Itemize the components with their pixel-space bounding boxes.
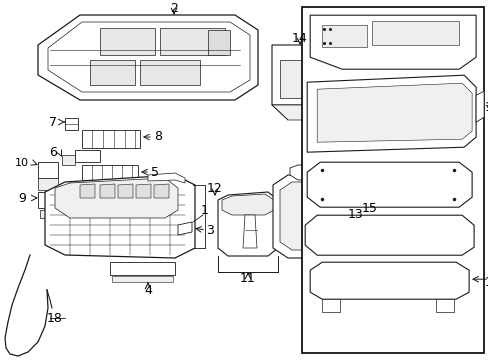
- Polygon shape: [38, 192, 58, 208]
- Polygon shape: [90, 60, 135, 85]
- Polygon shape: [178, 222, 192, 235]
- Polygon shape: [322, 299, 340, 312]
- Polygon shape: [280, 182, 337, 250]
- Polygon shape: [271, 45, 325, 105]
- Polygon shape: [280, 60, 319, 98]
- Polygon shape: [243, 215, 257, 248]
- Polygon shape: [309, 15, 475, 69]
- Polygon shape: [222, 194, 273, 215]
- Text: 5: 5: [151, 166, 159, 179]
- Polygon shape: [38, 178, 58, 190]
- Polygon shape: [435, 299, 453, 312]
- Text: 13: 13: [347, 208, 363, 221]
- Text: 9: 9: [18, 192, 26, 204]
- Text: 7: 7: [49, 116, 57, 129]
- Polygon shape: [82, 130, 140, 148]
- Polygon shape: [322, 25, 366, 47]
- Text: 12: 12: [207, 181, 223, 194]
- Polygon shape: [38, 162, 58, 178]
- Text: 14: 14: [291, 31, 307, 45]
- Text: 17: 17: [483, 101, 488, 114]
- Polygon shape: [317, 83, 471, 142]
- Polygon shape: [45, 175, 195, 258]
- Polygon shape: [118, 184, 133, 198]
- Polygon shape: [305, 215, 473, 255]
- Polygon shape: [80, 184, 95, 198]
- Text: 4: 4: [144, 284, 152, 297]
- Polygon shape: [82, 165, 138, 180]
- Polygon shape: [55, 178, 178, 218]
- Bar: [302, 7, 483, 353]
- Polygon shape: [309, 262, 468, 299]
- Polygon shape: [154, 184, 169, 198]
- Polygon shape: [48, 22, 249, 92]
- Text: 15: 15: [361, 202, 377, 215]
- Polygon shape: [40, 210, 55, 218]
- Polygon shape: [271, 105, 325, 120]
- Polygon shape: [65, 118, 78, 130]
- Polygon shape: [38, 15, 258, 100]
- Polygon shape: [160, 28, 224, 55]
- Polygon shape: [218, 192, 278, 256]
- Polygon shape: [289, 165, 325, 180]
- Polygon shape: [75, 150, 100, 162]
- Polygon shape: [272, 175, 345, 258]
- Polygon shape: [100, 28, 155, 55]
- Polygon shape: [136, 184, 151, 198]
- Text: 1: 1: [201, 203, 208, 216]
- Text: 8: 8: [154, 130, 162, 144]
- Polygon shape: [148, 173, 184, 183]
- Text: 16: 16: [483, 276, 488, 289]
- Polygon shape: [306, 162, 471, 207]
- Polygon shape: [475, 91, 483, 122]
- Text: 3: 3: [205, 224, 214, 237]
- Text: 2: 2: [170, 1, 178, 14]
- Polygon shape: [140, 60, 200, 85]
- Polygon shape: [112, 276, 173, 282]
- Polygon shape: [371, 21, 458, 45]
- Polygon shape: [62, 155, 75, 165]
- Text: 6: 6: [49, 147, 57, 159]
- Polygon shape: [306, 75, 475, 152]
- Polygon shape: [100, 184, 115, 198]
- Text: 10: 10: [15, 158, 29, 168]
- Text: 18: 18: [47, 311, 63, 324]
- Polygon shape: [207, 30, 229, 55]
- Text: 11: 11: [240, 271, 255, 284]
- Polygon shape: [110, 262, 175, 275]
